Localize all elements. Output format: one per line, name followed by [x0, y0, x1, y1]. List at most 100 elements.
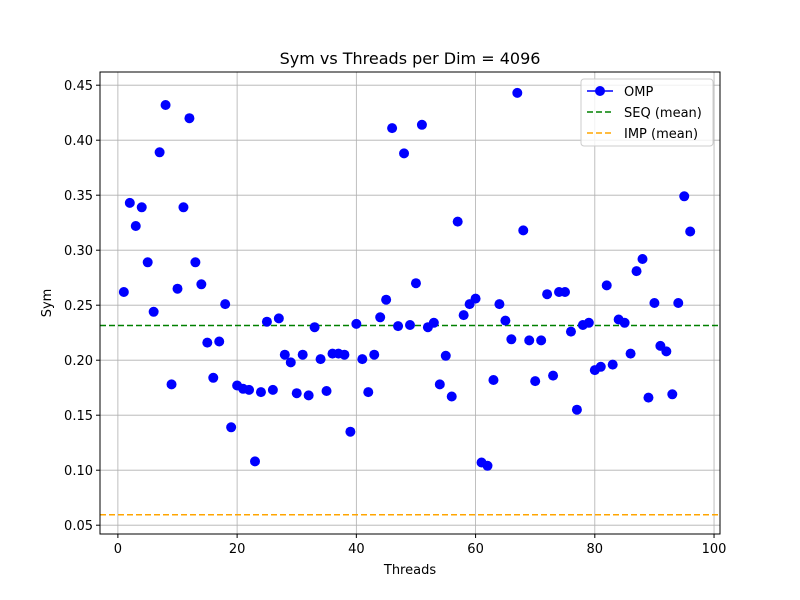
omp-point	[297, 349, 308, 360]
omp-point	[136, 202, 147, 213]
omp-point	[440, 350, 451, 361]
y-axis-ticks: 0.05 0.10 0.15 0.20 0.25 0.30 0.35 0.40 0.45	[64, 79, 100, 534]
omp-point	[172, 283, 183, 294]
omp-point	[488, 375, 499, 385]
legend-box	[580, 78, 714, 147]
omp-point	[285, 357, 296, 368]
y-tick-label: 0.35	[64, 189, 93, 204]
x-tick-label: 80	[587, 542, 604, 557]
omp-point	[637, 254, 648, 264]
omp-point	[524, 335, 535, 346]
omp-point	[601, 280, 612, 291]
omp-point	[607, 359, 618, 370]
omp-point	[166, 379, 177, 390]
y-tick-label: 0.15	[64, 409, 93, 424]
omp-point	[452, 216, 463, 227]
omp-point	[363, 387, 374, 398]
legend-imp-label: IMP (mean)	[624, 127, 698, 142]
omp-point	[142, 257, 153, 268]
omp-point	[148, 306, 159, 317]
omp-point	[190, 257, 201, 268]
omp-point	[202, 337, 213, 348]
legend-omp-label: OMP	[624, 85, 653, 100]
omp-point	[583, 317, 594, 328]
omp-point	[196, 279, 207, 290]
omp-point	[309, 322, 320, 333]
x-tick-label: 60	[467, 542, 484, 557]
omp-point	[428, 317, 439, 328]
omp-point	[625, 348, 636, 359]
omp-point	[351, 318, 362, 329]
omp-point	[261, 316, 272, 327]
x-tick-label: 0	[114, 542, 122, 557]
omp-point	[500, 315, 511, 326]
omp-point	[494, 299, 505, 310]
omp-point	[673, 298, 684, 308]
omp-point	[339, 349, 350, 360]
omp-point	[410, 278, 421, 289]
omp-point	[130, 221, 141, 231]
data-points	[118, 87, 696, 471]
omp-point	[321, 386, 332, 396]
omp-point	[446, 391, 457, 402]
omp-point	[661, 346, 672, 357]
y-tick-label: 0.45	[64, 79, 93, 94]
omp-point	[315, 354, 326, 365]
omp-point	[220, 299, 231, 310]
omp-point	[458, 310, 469, 321]
omp-point	[273, 313, 284, 324]
omp-point	[542, 289, 553, 300]
omp-point	[405, 320, 415, 330]
omp-point	[226, 422, 237, 433]
omp-point	[154, 147, 165, 158]
omp-point	[124, 197, 135, 208]
omp-point	[679, 191, 690, 202]
y-tick-label: 0.05	[64, 519, 93, 534]
omp-point	[685, 226, 696, 237]
omp-point	[214, 336, 225, 347]
x-tick-label: 20	[229, 542, 246, 557]
omp-point	[160, 100, 171, 110]
x-tick-label: 100	[702, 542, 727, 557]
omp-point	[255, 387, 266, 398]
omp-point	[649, 298, 660, 308]
omp-point	[643, 392, 654, 403]
omp-point	[595, 361, 606, 372]
y-tick-label: 0.40	[64, 134, 93, 149]
omp-point	[303, 390, 314, 401]
grid	[100, 72, 720, 534]
omp-point	[565, 326, 576, 337]
omp-point	[619, 317, 630, 328]
omp-point	[387, 123, 398, 134]
plot-frame	[99, 71, 721, 535]
omp-point	[631, 266, 642, 277]
omp-point	[536, 335, 547, 346]
omp-point	[560, 287, 570, 297]
omp-point	[369, 349, 380, 360]
omp-point	[399, 148, 410, 159]
y-tick-label: 0.10	[64, 464, 93, 479]
omp-point	[393, 321, 404, 332]
y-axis-label: Sym	[40, 289, 55, 318]
x-axis-label: Threads	[383, 563, 436, 578]
y-tick-label: 0.20	[64, 354, 93, 369]
legend-omp-marker	[595, 86, 605, 96]
omp-point	[357, 354, 368, 365]
omp-point	[470, 293, 481, 304]
omp-point	[178, 202, 189, 213]
legend-seq-label: SEQ (mean)	[624, 106, 702, 121]
omp-point	[416, 119, 427, 130]
omp-point	[434, 379, 445, 390]
omp-point	[279, 349, 290, 360]
chart-title: Sym vs Threads per Dim = 4096	[280, 49, 541, 68]
omp-point	[518, 225, 529, 236]
omp-point	[482, 460, 493, 471]
omp-point	[267, 384, 278, 395]
omp-point	[667, 389, 678, 400]
omp-point	[506, 334, 517, 345]
omp-point	[118, 287, 129, 297]
omp-point	[184, 113, 195, 124]
omp-point	[571, 404, 582, 415]
omp-point	[548, 370, 559, 381]
